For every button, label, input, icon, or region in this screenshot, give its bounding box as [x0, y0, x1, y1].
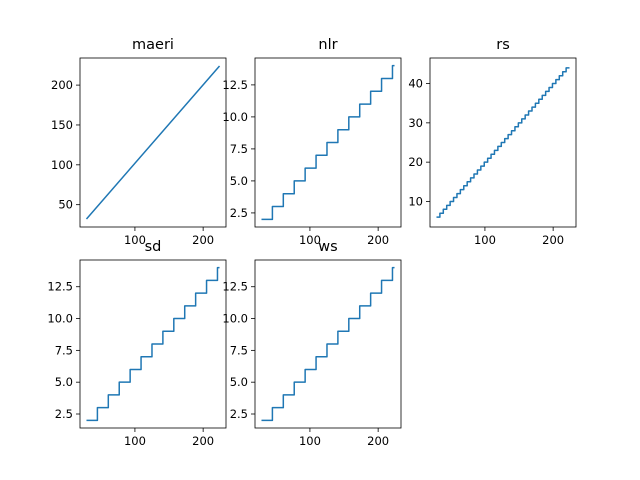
- x-tick-label: 100: [124, 434, 146, 448]
- y-tick-label: 5.0: [55, 375, 73, 389]
- x-tick-label: 100: [474, 233, 496, 247]
- x-tick-label: 200: [367, 233, 389, 247]
- y-tick-label: 30: [408, 116, 423, 130]
- subplot-ws: ws 100 200 2.5 5.0 7.5 10.0 12.5: [222, 239, 402, 448]
- subplot-sd: sd 100 200 2.5 5.0 7.5 10.0 12.5: [47, 239, 227, 448]
- y-tick-label: 7.5: [230, 142, 248, 156]
- subplot-rs: rs 100 200 10 20 30 40: [408, 37, 577, 247]
- series-line-maeri-0: [85, 65, 221, 220]
- subplot-maeri: maeri 100 200 50 100 150 200: [51, 37, 227, 247]
- y-tick-label: 2.5: [55, 407, 73, 421]
- series-line-ws-0: [261, 266, 395, 422]
- y-tick-label: 12.5: [222, 78, 248, 92]
- subplot-title: rs: [496, 37, 510, 53]
- series-line-sd-0: [86, 266, 220, 422]
- y-tick-label: 10.0: [222, 110, 248, 124]
- subplot-title: maeri: [132, 37, 174, 53]
- axes-frame: [79, 259, 227, 429]
- y-tick-label: 200: [51, 78, 73, 92]
- y-tick-label: 2.5: [230, 407, 248, 421]
- x-tick-label: 200: [367, 434, 389, 448]
- x-tick-label: 200: [192, 233, 214, 247]
- y-tick-label: 150: [51, 118, 73, 132]
- y-tick-label: 7.5: [230, 343, 248, 357]
- series-line-nlr-0: [261, 64, 395, 221]
- y-tick-label: 12.5: [222, 280, 248, 294]
- subplot-title: nlr: [318, 37, 337, 53]
- subplot-title: ws: [318, 239, 337, 255]
- subplot-title: sd: [145, 239, 162, 255]
- x-tick-label: 100: [299, 434, 321, 448]
- y-tick-label: 2.5: [230, 206, 248, 220]
- axes-frame: [429, 57, 577, 228]
- x-tick-label: 200: [192, 434, 214, 448]
- x-tick-label: 200: [542, 233, 564, 247]
- y-tick-label: 10.0: [222, 312, 248, 326]
- y-tick-label: 5.0: [230, 174, 248, 188]
- subplot-nlr: nlr 100 200 2.5 5.0 7.5 10.0 12.5: [222, 37, 402, 247]
- y-tick-label: 20: [408, 155, 423, 169]
- axes-frame: [79, 57, 227, 228]
- y-tick-label: 40: [408, 77, 423, 91]
- series-line-rs-0: [436, 67, 570, 218]
- y-tick-label: 50: [58, 198, 73, 212]
- y-tick-label: 10: [408, 194, 423, 208]
- y-tick-label: 10.0: [47, 312, 73, 326]
- y-tick-label: 7.5: [55, 343, 73, 357]
- y-tick-label: 100: [51, 158, 73, 172]
- axes-frame: [254, 259, 402, 429]
- x-tick-label: 100: [299, 233, 321, 247]
- x-tick-label: 100: [124, 233, 146, 247]
- y-tick-label: 5.0: [230, 375, 248, 389]
- axes-frame: [254, 57, 402, 228]
- y-tick-label: 12.5: [47, 280, 73, 294]
